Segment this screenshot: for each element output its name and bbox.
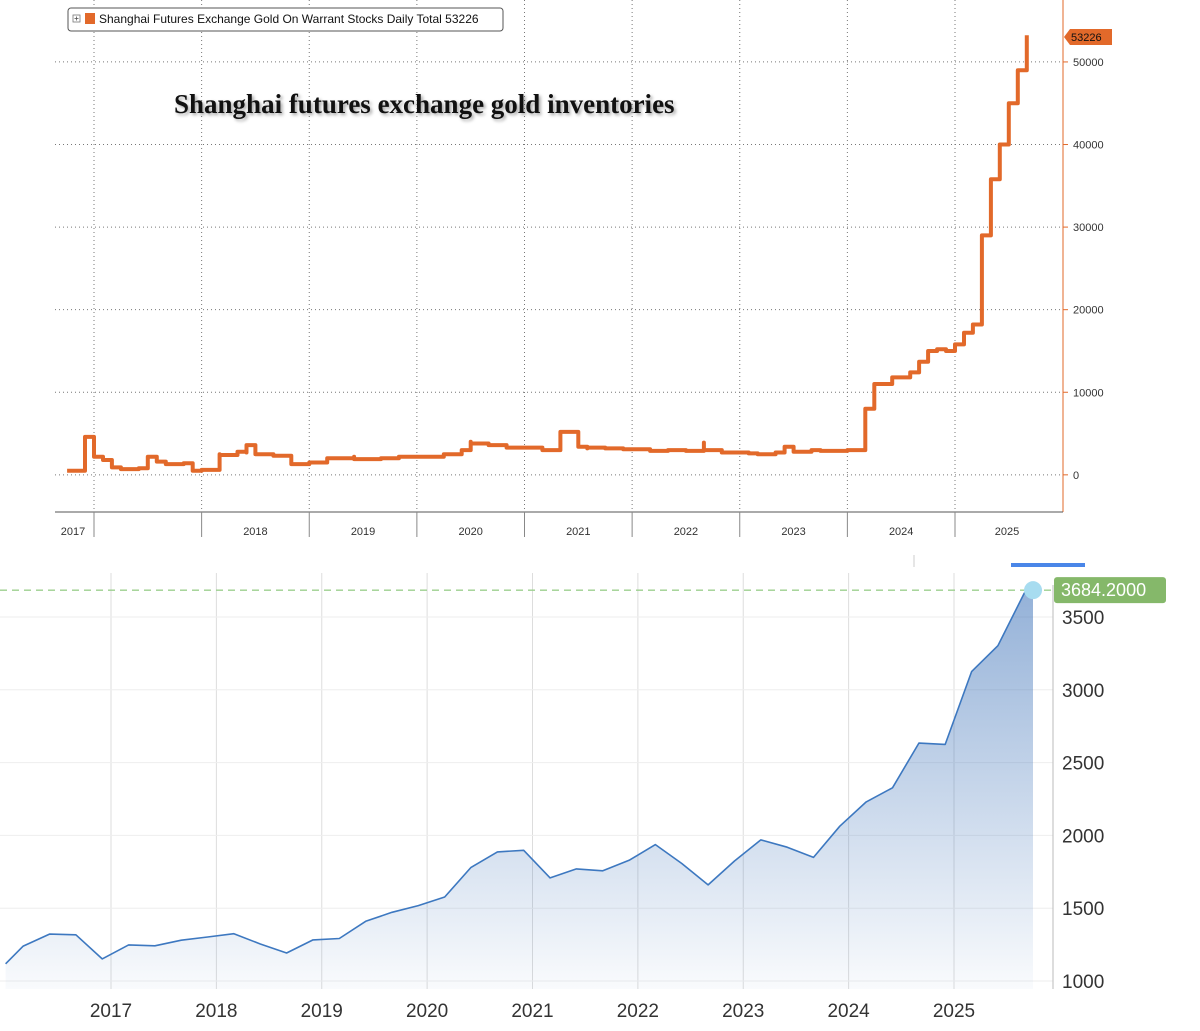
top-year-label: 2019 <box>351 526 375 538</box>
bottom-y-tick-label: 3500 <box>1062 608 1104 629</box>
bottom-x-tick-label: 2021 <box>511 1001 553 1022</box>
top-gridlines <box>55 0 1063 512</box>
bottom-x-tick-label: 2019 <box>301 1001 343 1022</box>
bottom-last-value-flag: 3684.2000 <box>1024 577 1166 604</box>
bottom-y-tick-label: 2500 <box>1062 754 1104 775</box>
last-value-label: 53226 <box>1071 32 1102 44</box>
price-series-line <box>5 589 1034 965</box>
legend: Shanghai Futures Exchange Gold On Warran… <box>67 7 504 32</box>
bottom-y-tick-label: 1000 <box>1062 972 1104 993</box>
bottom-y-tick-label: 2000 <box>1062 826 1104 847</box>
legend-label: Shanghai Futures Exchange Gold On Warran… <box>99 12 479 26</box>
top-y-ticks: 0 10000 20000 30000 40000 50000 <box>1063 57 1104 482</box>
top-last-value-flag: 53226 <box>1064 29 1112 45</box>
top-year-label: 2022 <box>674 526 698 538</box>
top-y-tick-label: 30000 <box>1073 222 1104 234</box>
bottom-x-ticks: 2017 2018 2019 2020 2021 2022 2023 2024 2025 <box>90 1001 975 1022</box>
bottom-x-tick-label: 2025 <box>933 1001 975 1022</box>
top-year-label: 2020 <box>458 526 482 538</box>
legend-swatch <box>85 13 95 24</box>
top-year-label: 2025 <box>995 526 1019 538</box>
top-y-tick-label: 40000 <box>1073 140 1104 152</box>
top-year-label: 2018 <box>243 526 267 538</box>
top-year-label: 2017 <box>61 526 85 538</box>
bottom-y-ticks: 1000 1500 2000 2500 3000 3500 <box>1062 608 1104 993</box>
bottom-x-tick-label: 2017 <box>90 1001 132 1022</box>
bottom-x-tick-label: 2023 <box>722 1001 764 1022</box>
bottom-x-tick-label: 2024 <box>827 1001 870 1022</box>
price-flag-bg <box>1054 577 1166 604</box>
chart-title: Shanghai futures exchange gold inventori… <box>174 89 675 119</box>
top-y-tick-label: 20000 <box>1073 305 1104 317</box>
bottom-x-tick-label: 2022 <box>617 1001 659 1022</box>
top-y-tick-label: 0 <box>1073 470 1079 482</box>
range-selector-indicator[interactable] <box>1011 563 1085 567</box>
last-point-marker[interactable] <box>1024 581 1043 600</box>
gold-price-chart: 1000 1500 2000 2500 3000 3500 2017 2018 2019 202… <box>0 555 1166 1022</box>
legend-box <box>67 7 504 32</box>
last-value-flag-bg <box>1064 29 1112 45</box>
bottom-y-tick-label: 1500 <box>1062 899 1104 920</box>
top-y-tick-label: 50000 <box>1073 57 1104 69</box>
top-year-label: 2024 <box>889 526 913 538</box>
bottom-x-tick-label: 2018 <box>195 1001 237 1022</box>
top-y-tick-label: 10000 <box>1073 387 1104 399</box>
top-year-label: 2023 <box>781 526 805 538</box>
inventory-series-line <box>67 35 1029 473</box>
price-area-fill <box>5 590 1034 989</box>
price-flag-label: 3684.2000 <box>1061 580 1146 600</box>
top-year-label: 2021 <box>566 526 590 538</box>
bottom-y-tick-label: 3000 <box>1062 681 1104 702</box>
top-x-year-labels: 2017 2018 2019 2020 2021 2022 2023 2024 2025 <box>61 512 1019 538</box>
bottom-x-tick-label: 2020 <box>406 1001 448 1022</box>
